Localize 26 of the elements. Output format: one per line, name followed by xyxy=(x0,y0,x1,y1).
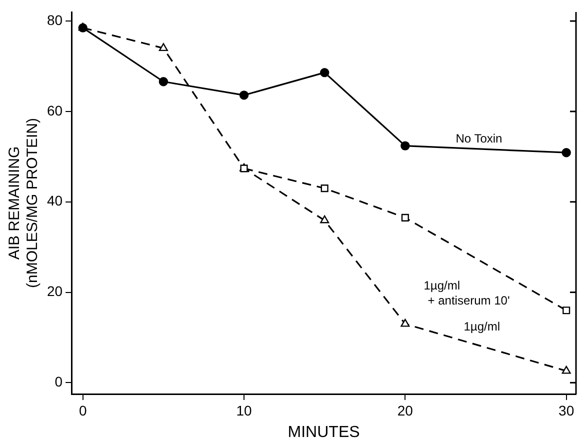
series-label: 1µg/ml + antiserum 10' xyxy=(424,278,510,308)
point xyxy=(562,306,570,314)
series-label: No Toxin xyxy=(456,132,502,146)
y-tick-label: 20 xyxy=(46,283,63,300)
point xyxy=(320,184,328,192)
x-axis-title: MINUTES xyxy=(288,424,360,441)
point xyxy=(158,77,168,86)
point xyxy=(401,214,409,222)
point xyxy=(158,43,168,52)
x-tick-label: 20 xyxy=(397,402,414,418)
point xyxy=(562,148,571,158)
y-tick-label: 80 xyxy=(46,12,63,28)
series-label: 1µg/ml xyxy=(464,320,500,334)
y-tick-label: 60 xyxy=(46,102,63,118)
x-tick-label: 10 xyxy=(236,402,252,418)
y-tick-label: 0 xyxy=(54,374,63,390)
point xyxy=(320,215,330,224)
x-tick-label: 0 xyxy=(78,402,87,418)
x-tick-label: 30 xyxy=(558,402,574,418)
point xyxy=(400,318,410,327)
point xyxy=(562,366,571,374)
y-tick-label: 40 xyxy=(46,192,63,209)
point xyxy=(320,68,330,78)
y-axis-title: AIB REMAINING (nMOLES/MG PROTEIN) xyxy=(6,118,42,288)
point xyxy=(400,141,410,150)
point xyxy=(239,90,249,100)
